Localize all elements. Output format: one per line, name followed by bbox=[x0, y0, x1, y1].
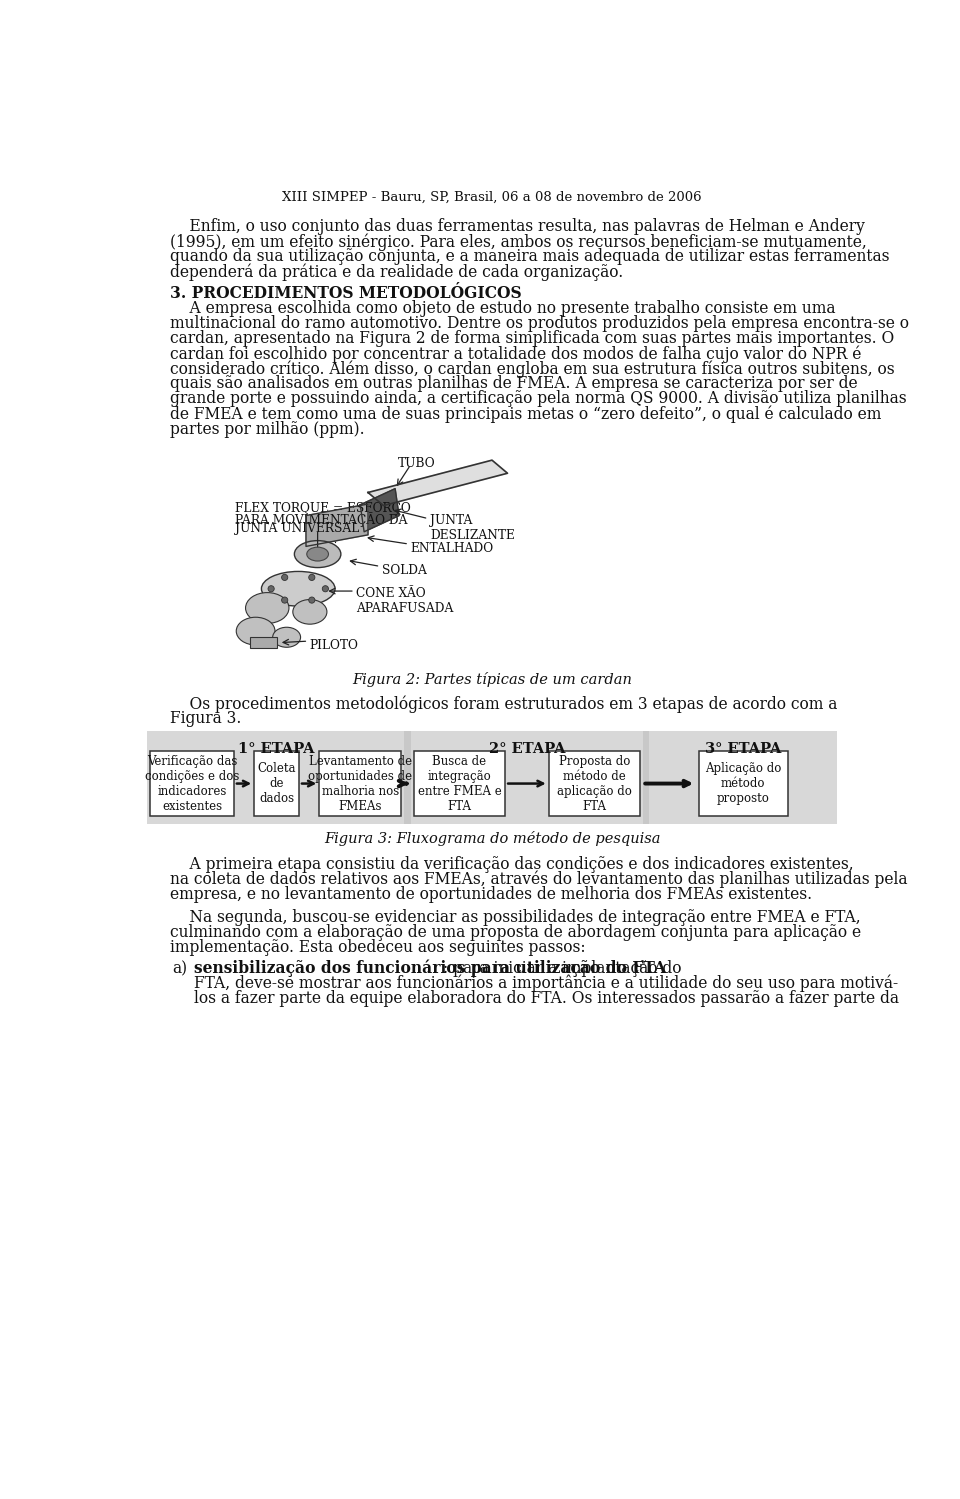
Text: grande porte e possuindo ainda, a certificação pela norma QS 9000. A divisão uti: grande porte e possuindo ainda, a certif… bbox=[170, 390, 907, 408]
Bar bbox=[147, 732, 837, 823]
Text: XIII SIMPEP - Bauru, SP, Brasil, 06 a 08 de novembro de 2006: XIII SIMPEP - Bauru, SP, Brasil, 06 a 08… bbox=[282, 190, 702, 204]
Text: Figura 2: Partes típicas de um cardan: Figura 2: Partes típicas de um cardan bbox=[352, 672, 632, 687]
Bar bbox=[251, 637, 277, 648]
Ellipse shape bbox=[295, 541, 341, 568]
Text: implementação. Esta obedeceu aos seguintes passos:: implementação. Esta obedeceu aos seguint… bbox=[170, 938, 586, 956]
Text: a): a) bbox=[172, 959, 187, 977]
Text: 2° ETAPA: 2° ETAPA bbox=[489, 742, 565, 755]
Text: quando da sua utilização conjunta, e a maneira mais adequada de utilizar estas f: quando da sua utilização conjunta, e a m… bbox=[170, 249, 890, 265]
FancyBboxPatch shape bbox=[254, 751, 299, 815]
Text: Proposta do
método de
aplicação do
FTA: Proposta do método de aplicação do FTA bbox=[557, 754, 632, 812]
Text: : para iniciar a implantação do: : para iniciar a implantação do bbox=[443, 959, 682, 977]
Text: PARA MOVIMENTAÇÃO DA: PARA MOVIMENTAÇÃO DA bbox=[234, 511, 407, 526]
Ellipse shape bbox=[261, 571, 335, 606]
Polygon shape bbox=[360, 489, 399, 532]
Text: los a fazer parte da equipe elaboradora do FTA. Os interessados passarão a fazer: los a fazer parte da equipe elaboradora … bbox=[194, 989, 899, 1007]
FancyBboxPatch shape bbox=[319, 751, 401, 815]
Ellipse shape bbox=[236, 618, 275, 645]
Polygon shape bbox=[368, 460, 508, 505]
Text: empresa, e no levantamento de oportunidades de melhoria dos FMEAs existentes.: empresa, e no levantamento de oportunida… bbox=[170, 886, 812, 902]
FancyBboxPatch shape bbox=[548, 751, 640, 815]
Circle shape bbox=[268, 586, 275, 592]
Text: TUBO: TUBO bbox=[397, 457, 435, 471]
Text: 3. PROCEDIMENTOS METODOLÓGICOS: 3. PROCEDIMENTOS METODOLÓGICOS bbox=[170, 285, 522, 301]
Text: Coleta
de
dados: Coleta de dados bbox=[257, 761, 296, 805]
Text: sensibilização dos funcionários para utilização do FTA: sensibilização dos funcionários para uti… bbox=[194, 959, 665, 977]
Text: Figura 3.: Figura 3. bbox=[170, 711, 242, 727]
Text: cardan, apresentado na Figura 2 de forma simplificada com suas partes mais impor: cardan, apresentado na Figura 2 de forma… bbox=[170, 330, 895, 348]
Ellipse shape bbox=[273, 627, 300, 648]
Text: CONE XÃO
APARAFUSADA: CONE XÃO APARAFUSADA bbox=[356, 588, 454, 615]
Text: Busca de
integração
entre FMEA e
FTA: Busca de integração entre FMEA e FTA bbox=[418, 754, 501, 812]
Text: FTA, deve-se mostrar aos funcionários a importância e a utilidade do seu uso par: FTA, deve-se mostrar aos funcionários a … bbox=[194, 974, 898, 992]
Text: culminando com a elaboração de uma proposta de abordagem conjunta para aplicação: culminando com a elaboração de uma propo… bbox=[170, 923, 861, 941]
Text: 1° ETAPA: 1° ETAPA bbox=[237, 742, 314, 755]
Polygon shape bbox=[306, 504, 368, 547]
Text: cardan foi escolhido por concentrar a totalidade dos modos de falha cujo valor d: cardan foi escolhido por concentrar a to… bbox=[170, 345, 862, 363]
Text: Verificação das
condições e dos
indicadores
existentes: Verificação das condições e dos indicado… bbox=[145, 754, 239, 812]
Text: SOLDA: SOLDA bbox=[382, 564, 427, 577]
Ellipse shape bbox=[307, 547, 328, 561]
Text: de FMEA e tem como uma de suas principais metas o “zero defeito”, o qual é calcu: de FMEA e tem como uma de suas principai… bbox=[170, 406, 881, 423]
Text: Na segunda, buscou-se evidenciar as possibilidades de integração entre FMEA e FT: Na segunda, buscou-se evidenciar as poss… bbox=[170, 908, 861, 926]
Circle shape bbox=[281, 574, 288, 580]
Text: Enfim, o uso conjunto das duas ferramentas resulta, nas palavras de Helman e And: Enfim, o uso conjunto das duas ferrament… bbox=[170, 219, 865, 235]
Text: 3° ETAPA: 3° ETAPA bbox=[705, 742, 781, 755]
Text: FLEX TORQUE = ESFORÇO: FLEX TORQUE = ESFORÇO bbox=[234, 502, 411, 514]
Text: Aplicação do
método
proposto: Aplicação do método proposto bbox=[705, 761, 781, 805]
Text: (1995), em um efeito sinérgico. Para eles, ambos os recursos beneficiam-se mutua: (1995), em um efeito sinérgico. Para ele… bbox=[170, 234, 867, 250]
FancyBboxPatch shape bbox=[150, 751, 234, 815]
Text: Figura 3: Fluxograma do método de pesquisa: Figura 3: Fluxograma do método de pesqui… bbox=[324, 832, 660, 847]
Text: dependerá da prática e da realidade de cada organização.: dependerá da prática e da realidade de c… bbox=[170, 264, 624, 280]
Circle shape bbox=[323, 586, 328, 592]
Text: Levantamento de
oportunidades de
malhoria nos
FMEAs: Levantamento de oportunidades de malhori… bbox=[308, 754, 412, 812]
Text: JUNTA UNIVERSAL: JUNTA UNIVERSAL bbox=[234, 522, 359, 535]
Text: multinacional do ramo automotivo. Dentre os produtos produzidos pela empresa enc: multinacional do ramo automotivo. Dentre… bbox=[170, 315, 909, 333]
Text: A empresa escolhida como objeto de estudo no presente trabalho consiste em uma: A empresa escolhida como objeto de estud… bbox=[170, 300, 836, 318]
FancyBboxPatch shape bbox=[699, 751, 787, 815]
Circle shape bbox=[309, 574, 315, 580]
Circle shape bbox=[281, 597, 288, 603]
Bar bbox=[649, 732, 837, 823]
Ellipse shape bbox=[246, 592, 289, 624]
Text: ENTALHADO: ENTALHADO bbox=[411, 541, 493, 555]
Text: partes por milhão (ppm).: partes por milhão (ppm). bbox=[170, 421, 365, 438]
Text: na coleta de dados relativos aos FMEAs, através do levantamento das planilhas ut: na coleta de dados relativos aos FMEAs, … bbox=[170, 871, 908, 889]
Bar bbox=[411, 732, 643, 823]
Text: quais são analisados em outras planilhas de FMEA. A empresa se caracteriza por s: quais são analisados em outras planilhas… bbox=[170, 375, 858, 393]
Ellipse shape bbox=[293, 600, 327, 624]
Text: Os procedimentos metodológicos foram estruturados em 3 etapas de acordo com a: Os procedimentos metodológicos foram est… bbox=[170, 696, 838, 712]
Bar bbox=[147, 732, 404, 823]
Text: A primeira etapa consistiu da verificação das condições e dos indicadores existe: A primeira etapa consistiu da verificaçã… bbox=[170, 856, 854, 872]
Text: considerado crítico. Além disso, o cardan engloba em sua estrutura física outros: considerado crítico. Além disso, o carda… bbox=[170, 360, 895, 378]
Text: JUNTA
DESLIZANTE: JUNTA DESLIZANTE bbox=[430, 514, 515, 543]
Circle shape bbox=[309, 597, 315, 603]
FancyBboxPatch shape bbox=[414, 751, 505, 815]
Text: PILOTO: PILOTO bbox=[310, 639, 359, 652]
